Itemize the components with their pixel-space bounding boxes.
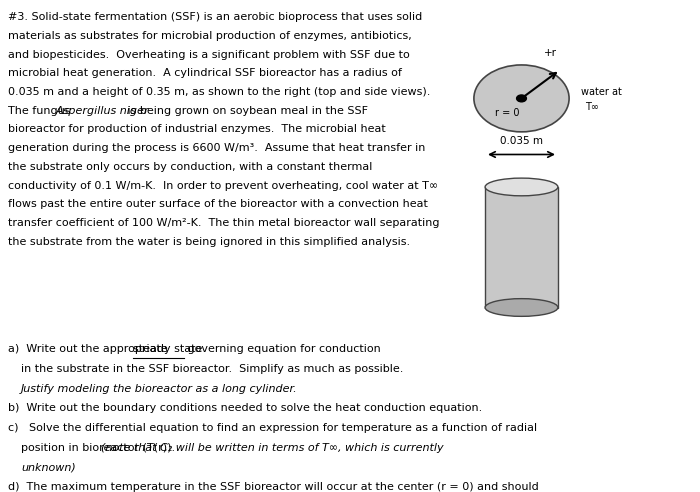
Text: unknown): unknown) [21, 462, 76, 472]
Text: T∞: T∞ [585, 102, 599, 112]
Text: the substrate only occurs by conduction, with a constant thermal: the substrate only occurs by conduction,… [8, 162, 373, 172]
Circle shape [517, 95, 526, 102]
Circle shape [474, 65, 569, 132]
Text: Aspergillus niger: Aspergillus niger [55, 106, 149, 116]
Text: b)  Write out the boundary conditions needed to solve the heat conduction equati: b) Write out the boundary conditions nee… [8, 403, 483, 413]
Text: generation during the process is 6600 W/m³.  Assume that heat transfer in: generation during the process is 6600 W/… [8, 143, 426, 153]
Text: (note that C₂ will be written in terms of T∞, which is currently: (note that C₂ will be written in terms o… [101, 443, 443, 453]
Text: Justify modeling the bioreactor as a long cylinder.: Justify modeling the bioreactor as a lon… [21, 384, 298, 394]
Text: in the substrate in the SSF bioreactor.  Simplify as much as possible.: in the substrate in the SSF bioreactor. … [21, 364, 403, 374]
Text: #3. Solid-state fermentation (SSF) is an aerobic bioprocess that uses solid: #3. Solid-state fermentation (SSF) is an… [8, 12, 423, 22]
Text: The fungus: The fungus [8, 106, 74, 116]
Text: water at: water at [581, 88, 622, 97]
Text: 0.035 m and a height of 0.35 m, as shown to the right (top and side views).: 0.035 m and a height of 0.35 m, as shown… [8, 87, 430, 97]
Text: flows past the entire outer surface of the bioreactor with a convection heat: flows past the entire outer surface of t… [8, 199, 428, 209]
Text: c)   Solve the differential equation to find an expression for temperature as a : c) Solve the differential equation to fi… [8, 423, 538, 433]
Text: is being grown on soybean meal in the SSF: is being grown on soybean meal in the SS… [124, 106, 368, 116]
Ellipse shape [485, 299, 558, 316]
Text: the substrate from the water is being ignored in this simplified analysis.: the substrate from the water is being ig… [8, 237, 410, 246]
Text: +r: +r [545, 48, 557, 58]
Text: governing equation for conduction: governing equation for conduction [184, 344, 381, 354]
Polygon shape [485, 187, 558, 308]
Text: conductivity of 0.1 W/m-K.  In order to prevent overheating, cool water at T∞: conductivity of 0.1 W/m-K. In order to p… [8, 181, 438, 190]
Text: a)  Write out the appropriate: a) Write out the appropriate [8, 344, 172, 354]
Text: transfer coefficient of 100 W/m²-K.  The thin metal bioreactor wall separating: transfer coefficient of 100 W/m²-K. The … [8, 218, 440, 228]
Text: and biopesticides.  Overheating is a significant problem with SSF due to: and biopesticides. Overheating is a sign… [8, 50, 410, 60]
Text: steady state: steady state [133, 344, 202, 354]
Text: bioreactor for production of industrial enzymes.  The microbial heat: bioreactor for production of industrial … [8, 124, 386, 134]
Ellipse shape [485, 178, 558, 196]
Text: microbial heat generation.  A cylindrical SSF bioreactor has a radius of: microbial heat generation. A cylindrical… [8, 68, 402, 78]
Text: r = 0: r = 0 [496, 108, 519, 118]
Text: d)  The maximum temperature in the SSF bioreactor will occur at the center (r = : d) The maximum temperature in the SSF bi… [8, 482, 539, 492]
Text: materials as substrates for microbial production of enzymes, antibiotics,: materials as substrates for microbial pr… [8, 31, 412, 41]
Text: 0.035 m: 0.035 m [500, 136, 543, 146]
Text: position in bioreactor (T(r)).: position in bioreactor (T(r)). [21, 443, 182, 453]
